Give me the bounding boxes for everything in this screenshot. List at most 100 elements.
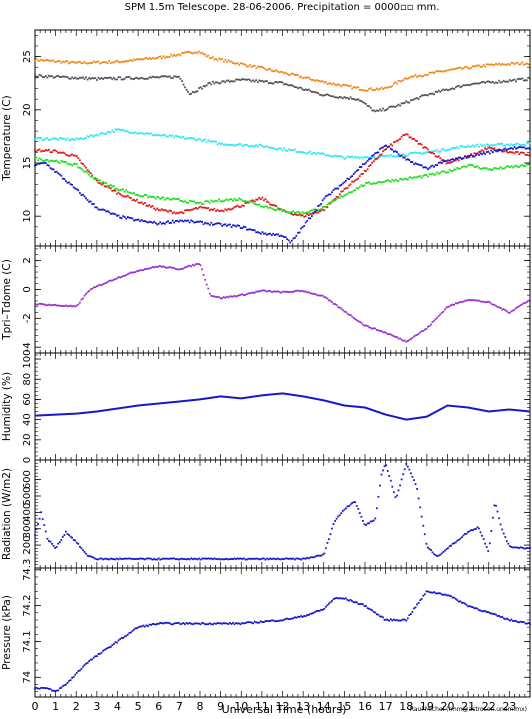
series-blue-humidity [34, 392, 531, 421]
data-point [402, 339, 405, 342]
data-point [184, 209, 186, 212]
data-point [37, 523, 39, 525]
data-point [106, 62, 109, 64]
data-point [439, 157, 442, 159]
data-point [164, 557, 166, 560]
data-point [143, 625, 146, 628]
data-point [300, 151, 302, 153]
data-point [326, 203, 329, 206]
data-point [136, 270, 138, 272]
data-point [408, 159, 411, 161]
data-point [337, 515, 340, 518]
data-point [317, 92, 319, 94]
data-point [303, 225, 306, 227]
data-point [232, 62, 234, 64]
data-point [465, 146, 468, 148]
data-point [80, 667, 83, 670]
data-point [37, 687, 39, 690]
data-point [230, 144, 233, 146]
data-point [123, 60, 126, 63]
data-point [482, 538, 485, 540]
data-point [258, 231, 261, 234]
data-point [422, 152, 425, 154]
data-point [298, 231, 301, 234]
data-point [362, 89, 364, 92]
x-tick-label: 6 [155, 700, 162, 713]
data-point [518, 77, 521, 80]
data-point [207, 54, 210, 57]
data-point [270, 558, 273, 560]
data-point [207, 200, 210, 203]
data-point [239, 143, 242, 145]
data-point [72, 163, 75, 165]
data-point [490, 302, 493, 305]
data-point [439, 161, 442, 164]
data-point [358, 512, 361, 514]
data-point [476, 152, 479, 155]
data-point [331, 155, 333, 158]
data-point [181, 268, 183, 270]
data-point [502, 145, 505, 147]
data-point [468, 530, 471, 533]
data-point [513, 63, 516, 66]
data-point [215, 81, 217, 84]
data-point [467, 605, 469, 608]
data-point [337, 96, 340, 99]
data-point [269, 146, 271, 149]
data-point [437, 161, 440, 164]
data-point [349, 84, 352, 87]
data-point [496, 82, 499, 84]
data-point [335, 187, 338, 190]
data-point [323, 608, 326, 610]
data-point [307, 614, 310, 616]
data-point [379, 155, 381, 158]
data-point [445, 69, 448, 72]
data-point [481, 65, 483, 68]
data-point [371, 327, 374, 330]
data-point [502, 79, 505, 82]
data-point [437, 89, 440, 92]
data-point [38, 302, 41, 305]
data-point [71, 138, 73, 140]
data-point [484, 301, 486, 304]
data-point [170, 266, 172, 269]
data-point [195, 622, 197, 625]
data-point [89, 288, 92, 291]
data-point [479, 82, 482, 84]
data-point [493, 149, 496, 152]
data-point [150, 267, 152, 269]
data-point [417, 333, 420, 335]
data-point [264, 232, 267, 235]
data-point [198, 87, 200, 90]
data-point [448, 149, 451, 151]
data-point [324, 195, 327, 198]
data-point [208, 209, 211, 212]
data-point [40, 511, 43, 514]
data-point [358, 175, 361, 178]
data-point [445, 160, 448, 163]
data-point [140, 269, 143, 272]
data-point [63, 534, 66, 536]
data-point [89, 61, 92, 64]
data-point [341, 190, 344, 193]
data-point [261, 196, 264, 199]
data-point [527, 547, 530, 549]
data-point [488, 612, 491, 614]
data-point [309, 556, 312, 559]
data-point [492, 147, 494, 150]
data-point [232, 80, 234, 83]
data-point [117, 214, 120, 217]
data-point [266, 233, 268, 236]
data-point [307, 151, 310, 154]
data-point [261, 231, 264, 233]
data-point [402, 153, 405, 156]
data-point [74, 187, 77, 190]
data-point [332, 189, 335, 191]
data-point [451, 68, 454, 71]
data-point [252, 79, 254, 82]
data-point [340, 184, 343, 186]
data-point [38, 517, 41, 520]
data-point [125, 634, 128, 637]
data-point [88, 200, 90, 203]
